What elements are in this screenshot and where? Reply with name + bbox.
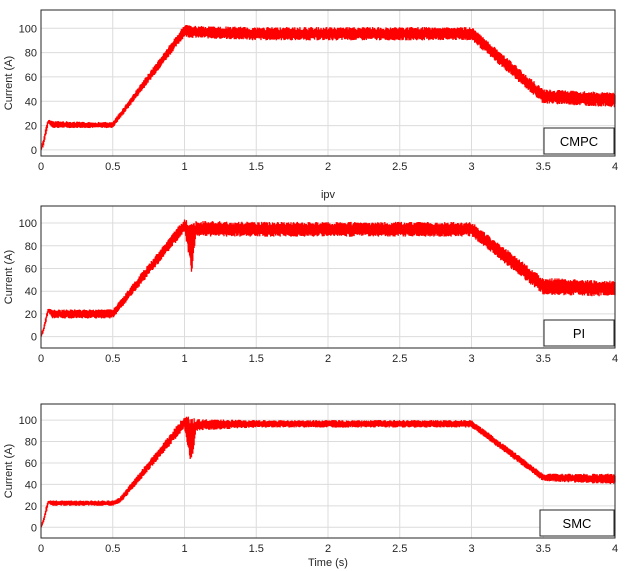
x-tick-label: 4 [612,543,618,555]
x-tick-label: 0.5 [105,543,120,555]
legend-box [539,509,615,537]
plot-panel-2: 0 0.5 1 1.5 2 2.5 3 3.5 4020406080100SMCCurrent … [3,403,618,569]
series-line-smc [40,416,616,528]
y-axis-label: Current (A) [3,444,15,498]
axes-frame [40,403,616,539]
legend-box [543,127,615,155]
y-tick-label: 100 [19,218,37,230]
series-line-pi [40,219,616,337]
x-tick-label: 1 [181,543,187,555]
x-tick-label: 3 [468,543,474,555]
x-tick-label: 0 [38,353,44,365]
y-tick-label: 0 [31,332,37,344]
legend-label: PI [573,326,585,341]
x-tick-label: 1 [181,353,187,365]
x-tick-label: 2.5 [392,543,407,555]
y-tick-label: 20 [25,309,37,321]
y-tick-label: 60 [25,263,37,275]
y-tick-label: 40 [25,479,37,491]
x-tick-label: 3.5 [536,161,551,173]
y-tick-label: 80 [25,241,37,253]
y-tick-label: 80 [25,437,37,449]
x-tick-label: 1 [181,161,187,173]
x-tick-label: 2 [325,543,331,555]
x-tick-label: 1.5 [249,161,264,173]
y-tick-label: 40 [25,286,37,298]
x-tick-label: 4 [612,161,618,173]
y-tick-label: 20 [25,501,37,513]
x-tick-label: 3.5 [536,353,551,365]
y-tick-label: 0 [31,522,37,534]
y-tick-label: 40 [25,96,37,108]
x-tick-label: 4 [612,353,618,365]
y-axis-label: Current (A) [3,250,15,304]
x-tick-label: 0 [38,161,44,173]
x-tick-label: 0.5 [105,161,120,173]
y-tick-label: 100 [19,415,37,427]
legend-label: CMPC [560,134,598,149]
x-tick-label: 3 [468,161,474,173]
x-tick-label: 2.5 [392,161,407,173]
x-tick-label: 2.5 [392,353,407,365]
y-tick-label: 0 [31,145,37,157]
x-tick-label: 1.5 [249,543,264,555]
x-tick-label: 2 [325,353,331,365]
x-tick-label: 0 [38,543,44,555]
y-tick-label: 80 [25,48,37,60]
series-line-cmpc [40,24,616,151]
y-tick-label: 100 [19,23,37,35]
legend-label: SMC [563,516,592,531]
y-tick-label: 20 [25,121,37,133]
x-tick-label: 3 [468,353,474,365]
axes-frame [40,9,616,157]
axes-frame [40,205,616,349]
x-axis-label: Time (s) [308,557,348,569]
x-tick-label: 1.5 [249,353,264,365]
y-axis-label: Current (A) [3,56,15,110]
y-tick-label: 60 [25,458,37,470]
x-tick-label: 0.5 [105,353,120,365]
y-tick-label: 60 [25,72,37,84]
x-tick-label: 3.5 [536,543,551,555]
chart-title: ipv [321,189,336,201]
plot-panel-0: 0 0.5 1 1.5 2 2.5 3 3.5 4020406080100CMPCCurrent… [3,9,618,173]
x-tick-label: 2 [325,161,331,173]
legend-box [543,319,615,347]
